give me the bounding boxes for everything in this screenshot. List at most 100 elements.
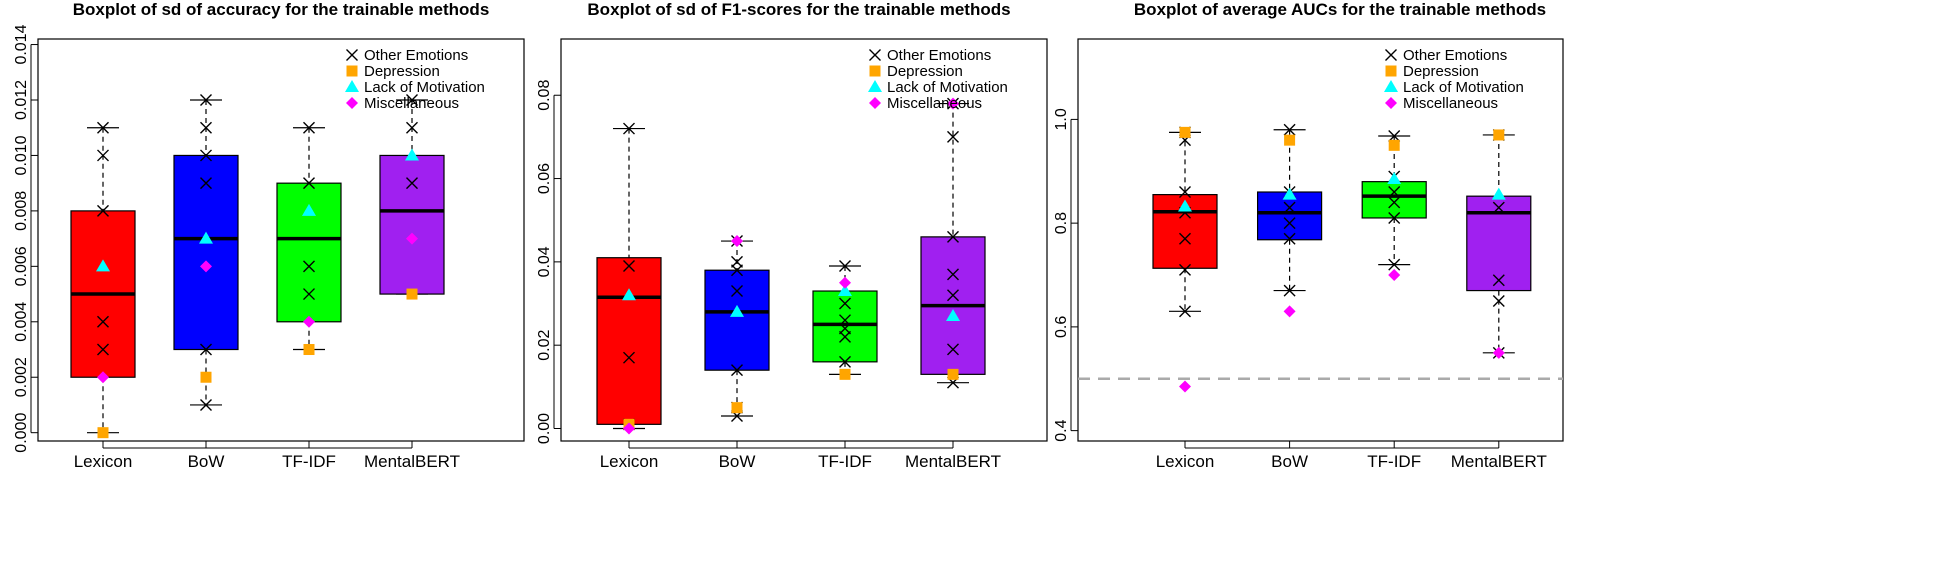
point-miscellaneous — [200, 260, 212, 273]
y-tick-label: 1.0 — [1053, 108, 1070, 130]
point-other-emotions — [731, 364, 743, 377]
category-label: MentalBERT — [364, 452, 460, 471]
category-label: BoW — [1271, 452, 1308, 471]
category-label: TF-IDF — [1367, 452, 1421, 471]
point-other-emotions — [947, 268, 959, 281]
point-miscellaneous — [1492, 346, 1505, 359]
point-miscellaneous — [303, 315, 315, 328]
point-other-emotions — [839, 297, 851, 310]
point-other-emotions — [1388, 258, 1401, 271]
point-other-emotions — [839, 314, 851, 327]
point-other-emotions — [303, 121, 315, 134]
point-depression — [406, 288, 418, 300]
point-other-emotions — [623, 351, 635, 364]
boxplot-panel-3: Boxplot of average AUCs for the trainabl… — [1053, 0, 1564, 471]
boxplot-panel-2: Boxplot of sd of F1-scores for the train… — [536, 0, 1048, 471]
point-lack-of-motivation — [1178, 199, 1192, 212]
point-other-emotions — [200, 121, 212, 134]
category-label: TF-IDF — [818, 452, 872, 471]
box-MentalBERT — [920, 102, 986, 384]
category-label: Lexicon — [600, 452, 659, 471]
category-label: TF-IDF — [282, 452, 336, 471]
box-iqr — [379, 154, 445, 295]
point-other-emotions — [200, 398, 212, 411]
point-other-emotions — [1388, 130, 1401, 142]
category-label: MentalBERT — [905, 452, 1001, 471]
point-depression — [97, 427, 109, 439]
point-other-emotions — [1388, 196, 1401, 209]
point-other-emotions — [406, 93, 418, 106]
category-label: BoW — [719, 452, 756, 471]
box-BoW — [704, 240, 770, 417]
legend-label: Other Emotions — [364, 47, 468, 64]
point-other-emotions — [1388, 211, 1401, 224]
point-miscellaneous — [97, 371, 109, 384]
y-tick-label: 0.002 — [13, 357, 30, 397]
box-BoW — [173, 99, 239, 406]
point-other-emotions — [200, 343, 212, 356]
box-Lexicon — [596, 127, 662, 430]
point-other-emotions — [1492, 274, 1505, 287]
category-label: Lexicon — [1156, 452, 1215, 471]
point-other-emotions — [947, 343, 959, 356]
point-other-emotions — [1179, 186, 1191, 199]
point-other-emotions — [97, 149, 109, 162]
point-depression — [839, 368, 851, 380]
point-other-emotions — [1388, 186, 1401, 199]
legend-symbol-4 — [346, 97, 358, 109]
legend-label: Depression — [887, 63, 963, 80]
point-other-emotions — [839, 260, 851, 273]
legend-symbol-2 — [1385, 65, 1397, 77]
legend-symbol-1 — [346, 49, 358, 61]
point-miscellaneous — [839, 276, 851, 289]
point-other-emotions — [731, 255, 743, 268]
y-tick-label: 0.00 — [536, 413, 553, 444]
point-lack-of-motivation — [1282, 187, 1297, 200]
point-other-emotions — [200, 177, 212, 190]
point-miscellaneous — [731, 235, 743, 248]
point-other-emotions — [1283, 123, 1296, 136]
point-other-emotions — [1179, 305, 1191, 318]
y-tick-label: 0.006 — [13, 246, 30, 286]
point-lack-of-motivation — [730, 304, 744, 317]
y-tick-label: 0.6 — [1053, 316, 1070, 338]
point-other-emotions — [200, 93, 212, 106]
point-other-emotions — [839, 330, 851, 343]
point-lack-of-motivation — [1387, 172, 1402, 185]
legend-label: Depression — [364, 63, 440, 80]
point-other-emotions — [731, 264, 743, 277]
plot-frame — [1077, 38, 1564, 442]
legend-symbol-4 — [1385, 97, 1397, 109]
y-tick-label: 0.008 — [13, 191, 30, 231]
point-lack-of-motivation — [199, 231, 213, 244]
point-other-emotions — [406, 121, 418, 134]
point-other-emotions — [1492, 201, 1505, 214]
point-other-emotions — [200, 149, 212, 162]
point-miscellaneous — [947, 97, 959, 110]
point-other-emotions — [1492, 294, 1505, 307]
chart-title: Boxplot of sd of accuracy for the traina… — [73, 0, 490, 19]
point-other-emotions — [947, 289, 959, 302]
point-depression — [731, 402, 743, 414]
legend-label: Miscellaneous — [1403, 95, 1498, 112]
point-depression — [1284, 134, 1296, 146]
point-other-emotions — [303, 288, 315, 301]
point-other-emotions — [1283, 284, 1296, 297]
box-Lexicon — [70, 127, 136, 434]
point-depression — [303, 344, 315, 356]
legend-label: Lack of Motivation — [887, 79, 1008, 96]
point-depression — [1388, 139, 1400, 151]
legend-symbol-3 — [868, 80, 882, 92]
y-tick-label: 0.08 — [536, 80, 553, 111]
box-MentalBERT — [1466, 134, 1532, 354]
category-label: BoW — [188, 452, 225, 471]
point-lack-of-motivation — [838, 284, 852, 297]
legend-symbol-2 — [869, 65, 881, 77]
point-other-emotions — [97, 315, 109, 328]
plot-frame — [37, 38, 525, 442]
point-miscellaneous — [1388, 269, 1401, 282]
legend-label: Other Emotions — [1403, 47, 1507, 64]
